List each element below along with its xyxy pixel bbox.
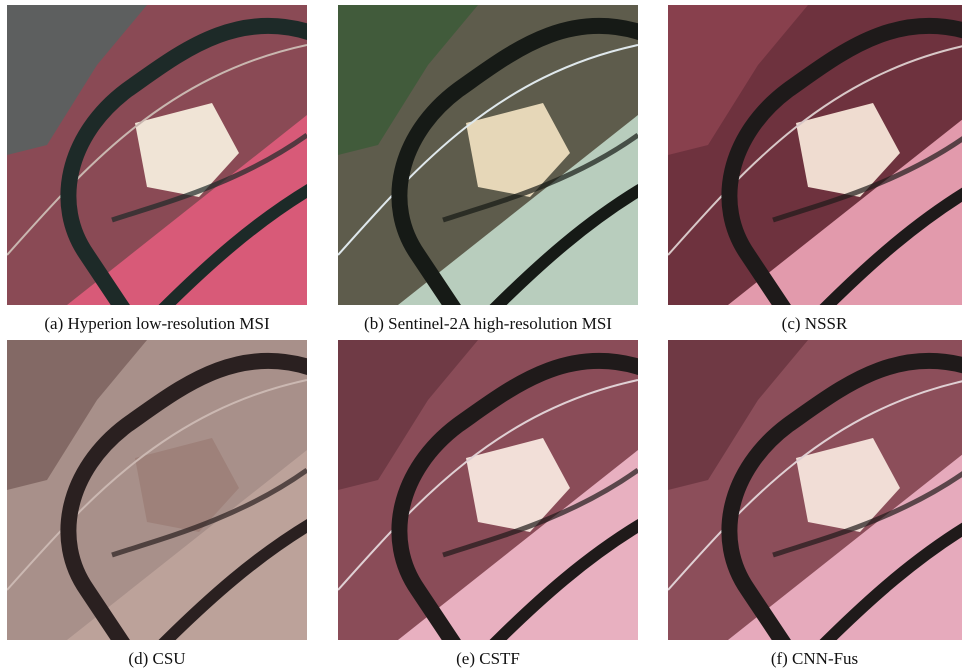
caption: (c) NSSR [782, 314, 848, 333]
image-panel [7, 340, 317, 650]
caption: (b) Sentinel-2A high-resolution MSI [364, 314, 612, 333]
image-panel [668, 5, 962, 315]
image-panel [338, 340, 648, 650]
caption: (e) CSTF [456, 649, 520, 668]
figure: (a) Hyperion low-resolution MSI (b) Senti… [0, 0, 962, 670]
caption: (d) CSU [128, 649, 185, 668]
image-panel [668, 340, 962, 650]
image-panel [7, 5, 317, 315]
caption: (a) Hyperion low-resolution MSI [44, 314, 270, 333]
caption: (f) CNN-Fus [771, 649, 858, 668]
image-panel [338, 5, 648, 315]
